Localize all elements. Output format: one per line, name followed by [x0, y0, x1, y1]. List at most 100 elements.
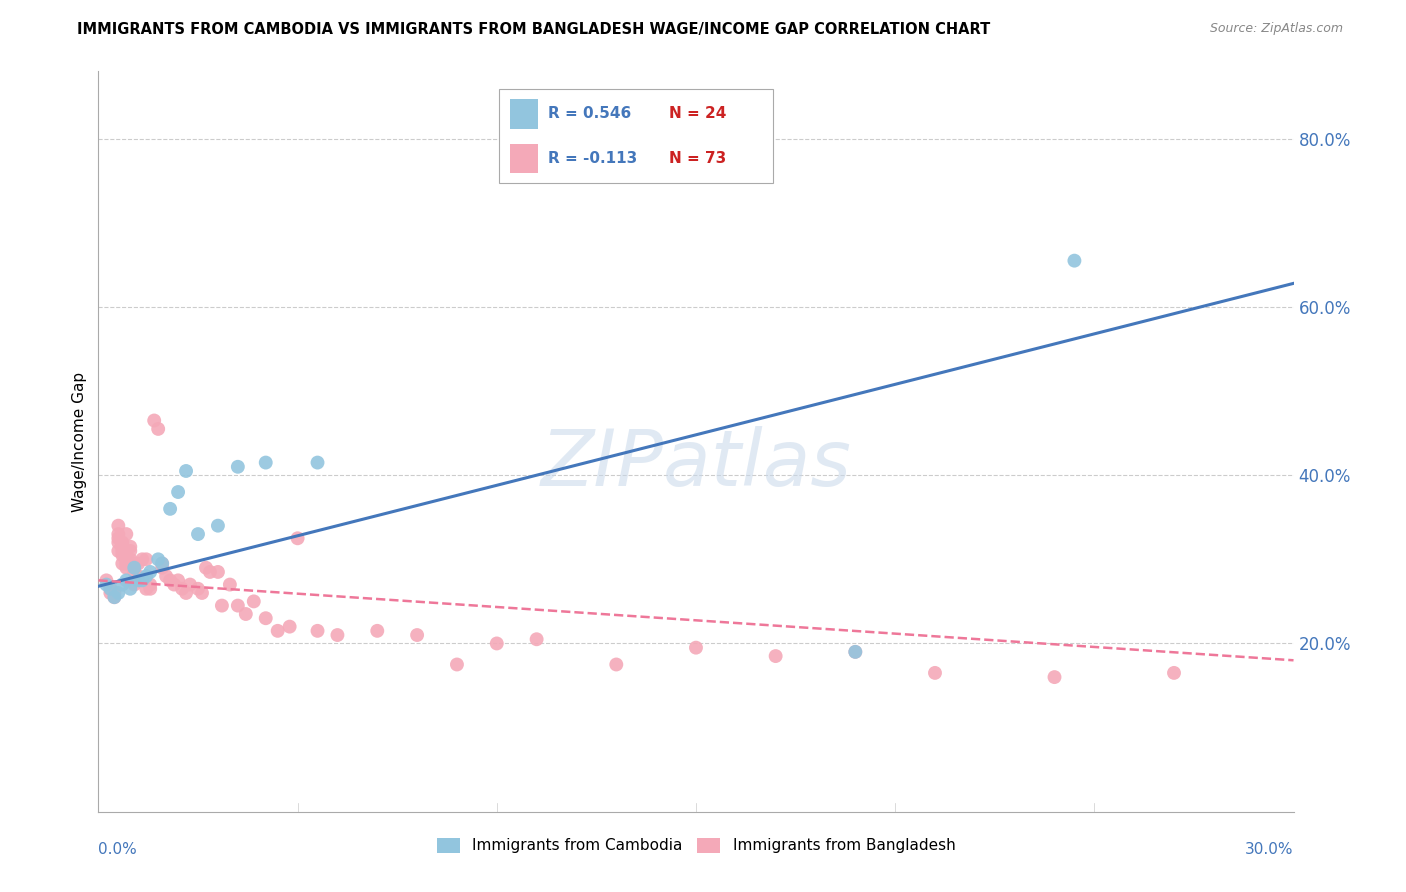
Point: [103, 590, 125, 604]
Point: [167, 485, 190, 500]
Point: [844, 645, 866, 659]
Point: [107, 527, 129, 541]
Point: [111, 548, 134, 562]
Point: [111, 535, 134, 549]
Point: [135, 582, 157, 596]
Point: [115, 560, 138, 574]
Point: [143, 413, 166, 427]
Point: [307, 624, 329, 638]
Text: R = 0.546: R = 0.546: [548, 106, 631, 121]
Point: [605, 657, 627, 672]
Point: [107, 518, 129, 533]
Text: IMMIGRANTS FROM CAMBODIA VS IMMIGRANTS FROM BANGLADESH WAGE/INCOME GAP CORRELATI: IMMIGRANTS FROM CAMBODIA VS IMMIGRANTS F…: [77, 22, 991, 37]
Point: [191, 586, 214, 600]
Point: [366, 624, 388, 638]
Point: [98, 586, 122, 600]
Point: [120, 582, 142, 596]
Point: [150, 557, 173, 571]
Point: [172, 582, 194, 596]
Point: [120, 557, 142, 571]
Point: [187, 527, 209, 541]
Point: [111, 557, 134, 571]
Point: [685, 640, 707, 655]
Point: [124, 560, 146, 574]
Point: [139, 582, 162, 596]
Text: N = 73: N = 73: [669, 151, 727, 166]
Point: [254, 611, 277, 625]
Point: [115, 548, 138, 562]
Point: [139, 565, 162, 579]
Point: [195, 560, 218, 574]
Point: [107, 535, 129, 549]
Point: [159, 501, 181, 516]
Text: R = -0.113: R = -0.113: [548, 151, 638, 166]
Point: [111, 540, 134, 554]
Point: [1063, 253, 1085, 268]
Point: [187, 582, 209, 596]
Point: [131, 552, 153, 566]
FancyBboxPatch shape: [499, 89, 773, 183]
Point: [107, 531, 129, 545]
Point: [235, 607, 257, 621]
Point: [124, 577, 146, 591]
Point: [155, 569, 177, 583]
Point: [150, 557, 173, 571]
Point: [179, 577, 201, 591]
Point: [278, 619, 301, 633]
Point: [127, 574, 149, 588]
Point: [148, 552, 170, 566]
Point: [98, 582, 122, 596]
Point: [219, 577, 242, 591]
Point: [107, 544, 129, 558]
Point: [120, 540, 142, 554]
Point: [211, 599, 233, 613]
Point: [139, 577, 162, 591]
Point: [207, 518, 229, 533]
Text: N = 24: N = 24: [669, 106, 727, 121]
Point: [124, 565, 146, 579]
Point: [1043, 670, 1066, 684]
Point: [103, 586, 125, 600]
Point: [326, 628, 349, 642]
Point: [1163, 665, 1185, 680]
Point: [111, 544, 134, 558]
Point: [485, 636, 508, 650]
Point: [167, 574, 190, 588]
Point: [96, 574, 118, 588]
Point: [115, 557, 138, 571]
Point: [124, 557, 146, 571]
Point: [148, 422, 170, 436]
Point: [226, 599, 249, 613]
Point: [135, 552, 157, 566]
Point: [127, 574, 149, 588]
Text: 0.0%: 0.0%: [98, 842, 138, 857]
FancyBboxPatch shape: [510, 144, 537, 173]
Point: [103, 590, 125, 604]
Point: [115, 527, 138, 541]
Point: [111, 577, 134, 591]
Point: [96, 577, 118, 591]
Point: [267, 624, 290, 638]
Point: [526, 632, 548, 647]
Point: [159, 574, 181, 588]
Text: 30.0%: 30.0%: [1246, 842, 1294, 857]
Y-axis label: Wage/Income Gap: Wage/Income Gap: [72, 371, 87, 512]
Point: [107, 586, 129, 600]
Point: [406, 628, 429, 642]
Text: Source: ZipAtlas.com: Source: ZipAtlas.com: [1209, 22, 1343, 36]
Point: [844, 645, 866, 659]
Point: [98, 582, 122, 596]
Point: [226, 459, 249, 474]
Point: [127, 557, 149, 571]
Point: [135, 569, 157, 583]
Point: [446, 657, 468, 672]
Point: [924, 665, 946, 680]
Point: [254, 456, 277, 470]
Point: [174, 586, 197, 600]
Point: [127, 569, 149, 583]
Point: [174, 464, 197, 478]
Point: [307, 456, 329, 470]
Text: ZIPatlas: ZIPatlas: [540, 425, 852, 502]
FancyBboxPatch shape: [510, 98, 537, 128]
Point: [163, 577, 186, 591]
